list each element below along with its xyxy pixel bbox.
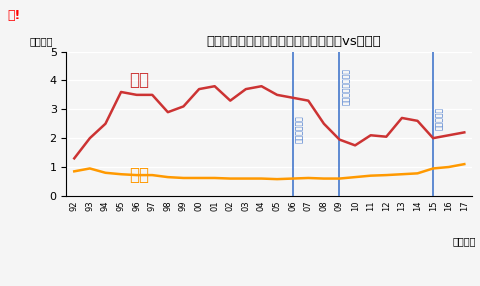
Text: 消費税増税: 消費税増税 [435, 106, 444, 130]
Text: （兆円）: （兆円） [30, 36, 53, 46]
Text: （年度）: （年度） [453, 236, 476, 246]
Text: 新築: 新築 [129, 71, 149, 89]
Text: 耐震偽装問題: 耐震偽装問題 [295, 116, 304, 143]
Title: 首都圏マンション市場規模推移（新築vs中古）: 首都圏マンション市場規模推移（新築vs中古） [206, 35, 381, 48]
Text: リーマンショック: リーマンショック [342, 68, 351, 105]
Text: マ!: マ! [7, 9, 21, 21]
Text: 中古: 中古 [129, 166, 149, 184]
